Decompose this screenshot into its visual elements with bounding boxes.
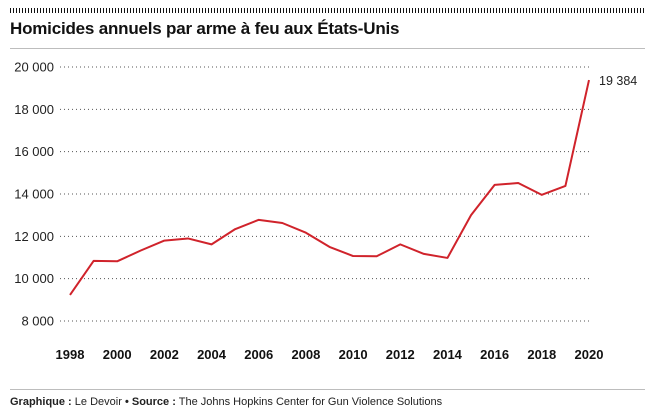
decorative-stripe-bar bbox=[10, 8, 645, 13]
y-tick-label: 8 000 bbox=[21, 314, 54, 329]
footer-divider bbox=[10, 389, 645, 390]
x-tick-label: 2014 bbox=[433, 347, 463, 362]
annotations: 19 384 bbox=[599, 74, 637, 88]
x-tick-label: 2010 bbox=[339, 347, 368, 362]
x-tick-label: 2000 bbox=[103, 347, 132, 362]
chart-title: Homicides annuels par arme à feu aux Éta… bbox=[10, 19, 400, 38]
title-divider bbox=[10, 48, 645, 49]
y-tick-label: 18 000 bbox=[14, 102, 54, 117]
x-axis-ticks: 1998 2000 2002 2004 2006 2008 2010 2012 2014 2016… bbox=[56, 347, 604, 362]
x-tick-label: 2006 bbox=[244, 347, 273, 362]
y-tick-label: 20 000 bbox=[14, 60, 54, 75]
source-value: The Johns Hopkins Center for Gun Violenc… bbox=[178, 396, 443, 408]
series-line bbox=[69, 79, 590, 296]
footer-credits: Graphique : Le Devoir • Source : The Joh… bbox=[10, 396, 442, 408]
graphique-value: Le Devoir bbox=[74, 396, 122, 408]
x-tick-label: 2002 bbox=[150, 347, 179, 362]
series-layer bbox=[69, 79, 590, 296]
x-tick-label: 2016 bbox=[480, 347, 509, 362]
gridlines bbox=[60, 66, 590, 322]
y-tick-label: 16 000 bbox=[14, 144, 54, 159]
y-tick-label: 14 000 bbox=[14, 187, 54, 202]
source-label: Source : bbox=[131, 396, 176, 408]
x-tick-label: 2012 bbox=[386, 347, 415, 362]
x-tick-label: 2004 bbox=[197, 347, 227, 362]
x-tick-label: 1998 bbox=[56, 347, 85, 362]
y-tick-label: 12 000 bbox=[14, 229, 54, 244]
graphique-label: Graphique : bbox=[10, 396, 72, 408]
y-tick-label: 10 000 bbox=[14, 271, 54, 286]
separator: • bbox=[124, 396, 129, 408]
x-tick-label: 2008 bbox=[291, 347, 320, 362]
y-axis-ticks: 8 000 10 000 12 000 14 000 16 000 18 000 20 00… bbox=[14, 60, 54, 329]
data-label: 19 384 bbox=[599, 74, 637, 88]
x-tick-label: 2020 bbox=[575, 347, 604, 362]
x-tick-label: 2018 bbox=[527, 347, 556, 362]
